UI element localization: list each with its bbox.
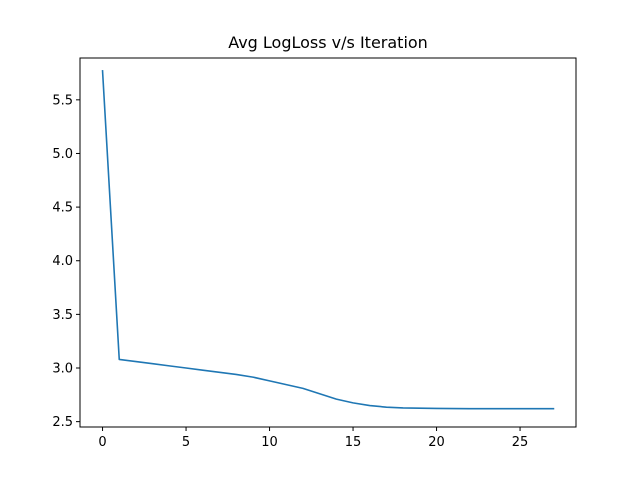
- x-tick-label-5: 25: [512, 435, 529, 450]
- plot-frame: [79, 57, 577, 428]
- y-tick-label-1: 3.0: [52, 362, 73, 377]
- y-tick-label-4: 4.5: [52, 201, 73, 216]
- y-tick-label-2: 3.5: [52, 308, 73, 323]
- x-tick-label-4: 20: [428, 435, 445, 450]
- x-tick-label-2: 10: [261, 435, 278, 450]
- y-tick-label-5: 5.0: [52, 147, 73, 162]
- x-tick-label-0: 0: [98, 435, 106, 450]
- plot-area: 0 5 10 15 20 25 2.5 3.0 3.5 4.0 4.5 5.0 5.5: [52, 57, 577, 450]
- y-tick-label-6: 5.5: [52, 93, 73, 108]
- y-tick-label-3: 4.0: [52, 254, 73, 269]
- chart-title: Avg LogLoss v/s Iteration: [228, 33, 428, 52]
- y-tick-label-0: 2.5: [52, 415, 73, 430]
- x-tick-label-3: 15: [345, 435, 362, 450]
- series-line-0: [101, 70, 555, 410]
- x-tick-label-1: 5: [182, 435, 190, 450]
